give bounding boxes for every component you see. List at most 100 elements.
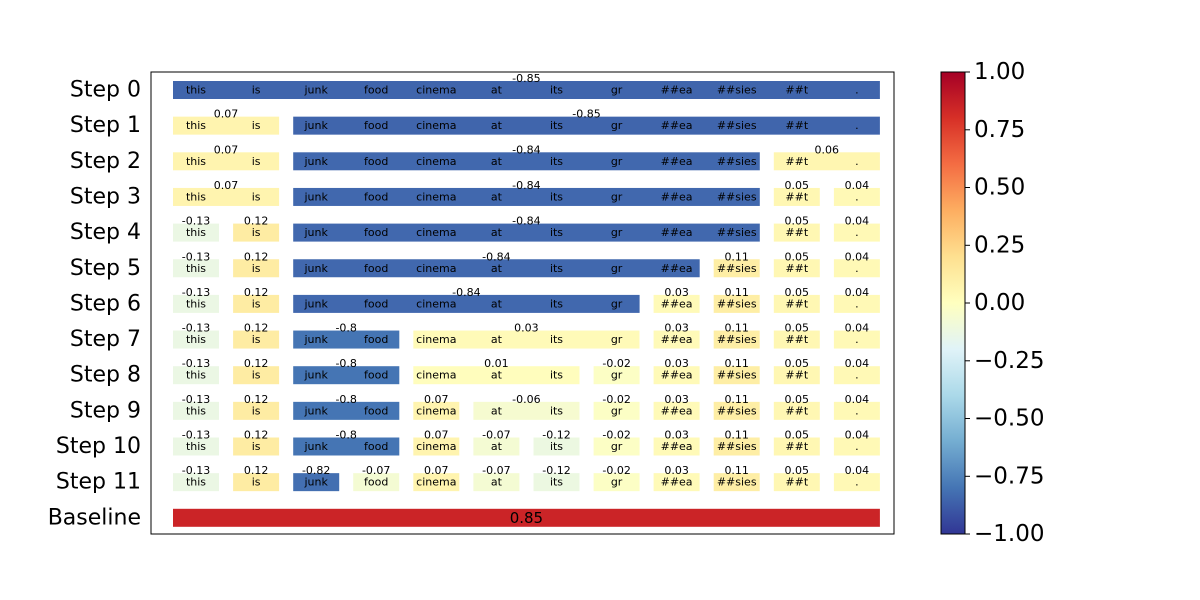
token-label: its	[550, 369, 563, 382]
colorbar-tick-label: −1.00	[974, 521, 1044, 547]
token-label: is	[252, 262, 261, 275]
segment-value-label: -0.13	[182, 322, 210, 335]
segment-bar	[233, 223, 280, 242]
segment-bar	[833, 187, 880, 206]
token-label: this	[186, 333, 206, 346]
token-label: at	[491, 297, 503, 310]
segment-value-label: 0.04	[845, 286, 870, 299]
segment-bar	[233, 473, 280, 492]
row-label: Step 4	[70, 220, 141, 245]
row-label: Step 3	[70, 184, 141, 209]
token-label: at	[491, 333, 503, 346]
segment-value-label: -0.84	[482, 250, 510, 263]
segment-bar	[713, 437, 760, 456]
token-label: ##ea	[661, 190, 693, 203]
token-label: junk	[304, 333, 329, 346]
token-label: cinema	[416, 119, 456, 132]
segment-bar	[293, 187, 760, 206]
segment-value-label: 0.12	[244, 429, 269, 442]
token-label: its	[550, 333, 563, 346]
segment-bar	[293, 401, 400, 420]
segment-value-label: 0.12	[244, 286, 269, 299]
token-label: is	[252, 440, 261, 453]
segment-value-label: -0.8	[335, 393, 356, 406]
segment-value-label: 0.04	[845, 215, 870, 228]
segment-bar	[773, 437, 820, 456]
token-label: gr	[611, 226, 623, 239]
segment-bar	[533, 473, 580, 492]
colorbar-ticks: 1.00 0.75 0.50 0.25 0.00 −0.25 −0.50 −0.75 −1.00	[965, 59, 1044, 547]
segment-bar	[293, 223, 760, 242]
heatmap-row: -0.13 0.12 -0.84 0.05 0.04 this is junk food cine…	[173, 215, 880, 242]
segment-value-label: -0.07	[482, 464, 510, 477]
token-label: food	[364, 190, 388, 203]
token-label: gr	[611, 262, 623, 275]
token-label: food	[364, 476, 388, 489]
token-label: ##sies	[717, 476, 757, 489]
heatmap-row: -0.13 0.12 -0.8 0.01 -0.02 0.03 0.11 0.05 0.04 th…	[173, 357, 880, 385]
token-label: cinema	[416, 84, 456, 97]
token-label: cinema	[416, 476, 456, 489]
segment-bar	[713, 330, 760, 349]
segment-bar	[173, 437, 219, 456]
segment-value-label: -0.84	[512, 179, 540, 192]
row-label: Step 10	[56, 434, 141, 459]
segment-bar	[833, 401, 880, 420]
token-label: ##sies	[717, 84, 757, 97]
token-label: ##ea	[661, 404, 693, 417]
token-label: ##t	[785, 476, 808, 489]
row-label: Baseline	[48, 505, 141, 530]
token-label: cinema	[416, 190, 456, 203]
heatmap-row: 0.07 -0.84 0.05 0.04 this is junk food cinema at i…	[173, 179, 880, 206]
token-label: cinema	[416, 369, 456, 382]
segment-bar	[233, 437, 280, 456]
segment-value-label: -0.02	[602, 429, 630, 442]
segment-bar	[293, 473, 340, 492]
token-label: ##t	[785, 155, 808, 168]
segment-bar	[773, 294, 820, 313]
segment-value-label: -0.07	[362, 464, 390, 477]
baseline-bar	[173, 508, 880, 527]
segment-value-label: -0.13	[182, 464, 210, 477]
segment-bar	[653, 294, 700, 313]
segment-bar	[773, 401, 820, 420]
baseline-value-label: 0.85	[510, 509, 543, 527]
token-label: ##ea	[661, 369, 693, 382]
segment-bar	[173, 187, 280, 206]
colorbar-gradient	[940, 71, 966, 535]
segment-value-label: -0.8	[335, 322, 356, 335]
segment-bar	[713, 401, 760, 420]
segment-bar	[653, 330, 700, 349]
row-label: Step 7	[70, 327, 141, 352]
token-label: cinema	[416, 262, 456, 275]
token-label: at	[491, 226, 503, 239]
row-label: Step 11	[56, 470, 141, 495]
token-label: junk	[304, 297, 329, 310]
segment-value-label: 0.11	[724, 250, 749, 263]
token-label: its	[550, 297, 563, 310]
token-label: cinema	[416, 226, 456, 239]
token-label: at	[491, 155, 503, 168]
token-label: its	[550, 155, 563, 168]
token-label: is	[252, 404, 261, 417]
token-label: ##ea	[661, 333, 693, 346]
token-label: its	[550, 440, 563, 453]
token-label: junk	[304, 369, 329, 382]
segment-value-label: -0.84	[452, 286, 480, 299]
segment-value-label: 0.04	[845, 179, 870, 192]
token-label: ##t	[785, 440, 808, 453]
segment-bar	[533, 437, 580, 456]
segment-bar	[293, 437, 400, 456]
token-label: .	[855, 476, 859, 489]
segment-value-label: -0.07	[482, 429, 510, 442]
segment-bar	[173, 473, 219, 492]
token-label: food	[364, 440, 388, 453]
token-label: food	[364, 333, 388, 346]
token-label: junk	[304, 226, 329, 239]
token-label: this	[186, 262, 206, 275]
segment-bar	[413, 330, 640, 349]
segment-bar	[773, 259, 820, 278]
segment-bar	[833, 259, 880, 278]
colorbar-tick-label: 1.00	[974, 59, 1025, 85]
